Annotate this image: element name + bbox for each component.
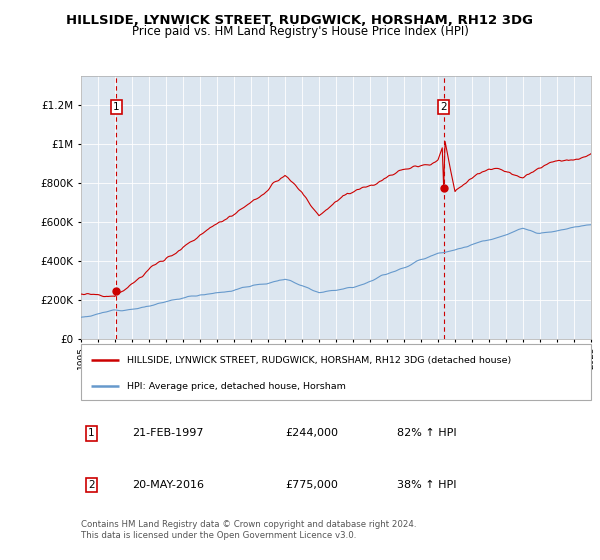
Text: Price paid vs. HM Land Registry's House Price Index (HPI): Price paid vs. HM Land Registry's House …	[131, 25, 469, 38]
Text: 1: 1	[88, 428, 95, 438]
Text: 38% ↑ HPI: 38% ↑ HPI	[397, 480, 457, 490]
Text: 21-FEB-1997: 21-FEB-1997	[132, 428, 203, 438]
Text: HILLSIDE, LYNWICK STREET, RUDGWICK, HORSHAM, RH12 3DG (detached house): HILLSIDE, LYNWICK STREET, RUDGWICK, HORS…	[127, 356, 511, 365]
Text: £244,000: £244,000	[285, 428, 338, 438]
Text: 2: 2	[440, 102, 447, 112]
Text: HILLSIDE, LYNWICK STREET, RUDGWICK, HORSHAM, RH12 3DG: HILLSIDE, LYNWICK STREET, RUDGWICK, HORS…	[67, 14, 533, 27]
Text: 2: 2	[88, 480, 95, 490]
Text: 20-MAY-2016: 20-MAY-2016	[132, 480, 204, 490]
Text: 82% ↑ HPI: 82% ↑ HPI	[397, 428, 457, 438]
Text: 1: 1	[113, 102, 120, 112]
Text: Contains HM Land Registry data © Crown copyright and database right 2024.
This d: Contains HM Land Registry data © Crown c…	[81, 520, 416, 539]
Text: £775,000: £775,000	[285, 480, 338, 490]
Text: HPI: Average price, detached house, Horsham: HPI: Average price, detached house, Hors…	[127, 382, 346, 391]
FancyBboxPatch shape	[81, 344, 591, 400]
